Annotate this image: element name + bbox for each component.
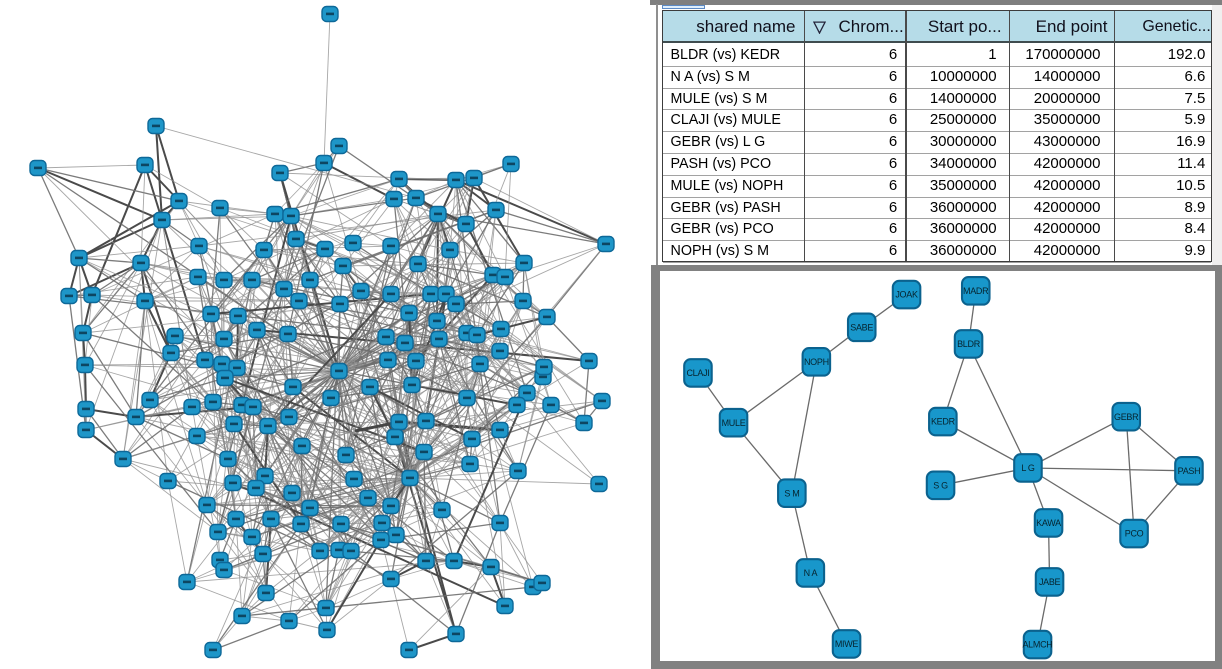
svg-text:JOAK: JOAK [895, 290, 918, 300]
svg-text:S G: S G [933, 481, 948, 491]
svg-text:GEBR: GEBR [1114, 412, 1139, 422]
svg-text:PCO: PCO [1125, 529, 1144, 539]
svg-text:MIWE: MIWE [835, 639, 859, 649]
svg-text:KAWA: KAWA [1036, 518, 1061, 528]
svg-text:ALMCH: ALMCH [1022, 640, 1052, 650]
svg-text:JABE: JABE [1039, 577, 1061, 587]
svg-text:BLDR: BLDR [957, 339, 981, 349]
svg-text:CLAJI: CLAJI [686, 368, 709, 378]
svg-text:KEDR: KEDR [931, 417, 956, 427]
svg-text:S M: S M [784, 488, 799, 498]
svg-text:N A: N A [804, 568, 818, 578]
svg-text:L G: L G [1021, 463, 1035, 473]
svg-text:PASH: PASH [1178, 466, 1201, 476]
svg-text:NOPH: NOPH [804, 357, 829, 367]
svg-text:SABE: SABE [850, 323, 873, 333]
svg-text:MADR: MADR [963, 286, 989, 296]
svg-text:MULE: MULE [722, 418, 746, 428]
